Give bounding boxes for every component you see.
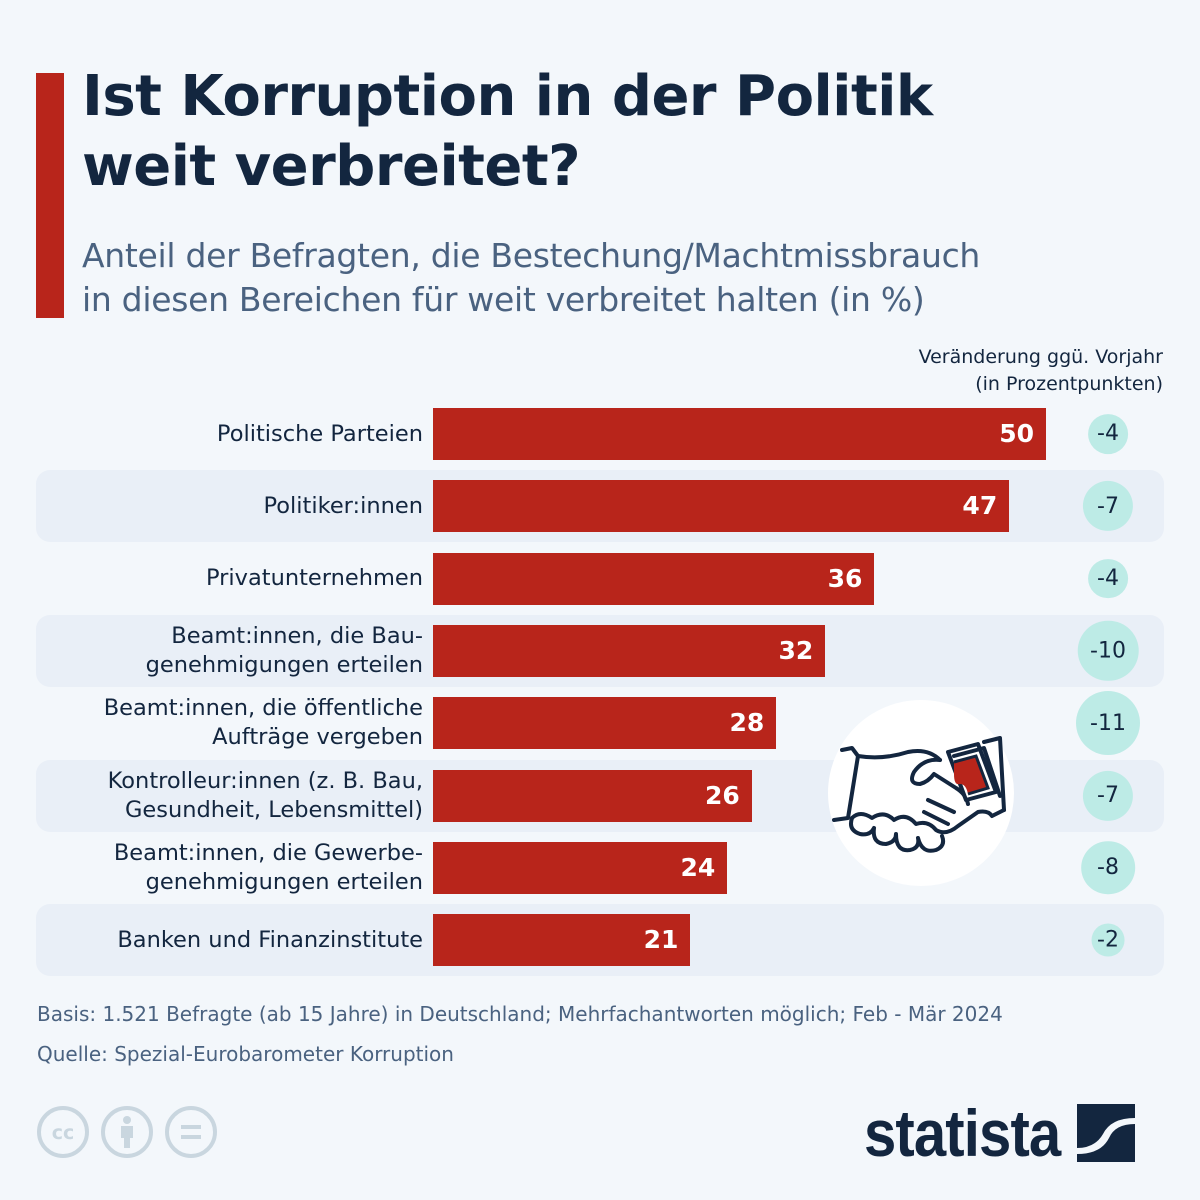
category-label-line: Beamt:innen, die öffentliche [103, 695, 423, 722]
category-label: Kontrolleur:innen (z. B. Bau, Gesundheit,… [36, 760, 423, 832]
change-bubble: -4 [1088, 414, 1128, 454]
subtitle-line-1: Anteil der Befragten, die Bestechung/Mac… [82, 236, 981, 275]
bar: 21 [433, 914, 691, 967]
bar-value-label: 21 [643, 925, 679, 955]
change-bubble: -7 [1082, 770, 1134, 821]
change-bubble: -11 [1076, 691, 1140, 756]
statista-logo-text: statista [864, 1096, 1061, 1170]
bar: 24 [433, 841, 728, 894]
footnote-source: Quelle: Spezial-Eurobarometer Korruption [37, 1042, 454, 1066]
title-line-2: weit verbreitet? [82, 134, 581, 199]
bar-value-label: 24 [680, 852, 716, 882]
category-label: Politische Parteien [36, 398, 423, 470]
category-label: Privatunternehmen [36, 543, 423, 615]
title-accent-bar [36, 73, 64, 318]
bar-value-label: 26 [704, 780, 740, 810]
change-bubble: -4 [1088, 558, 1128, 599]
bar: 50 [433, 408, 1046, 460]
bar: 26 [433, 769, 752, 822]
category-label-line: Beamt:innen, die Gewerbe- [113, 839, 423, 866]
category-label-line: Gesundheit, Lebensmittel) [124, 796, 423, 823]
category-label-line: genehmigungen erteilen [145, 868, 423, 895]
change-column-header: Veränderung ggü. Vorjahr (in Prozentpunk… [919, 344, 1163, 398]
category-label-line: Beamt:innen, die Bau- [171, 622, 423, 649]
bar-value-label: 50 [999, 419, 1034, 448]
attribution-icon[interactable] [100, 1105, 154, 1159]
bribery-handshake-illustration [828, 700, 1014, 886]
cc-icon[interactable]: cc [36, 1105, 90, 1159]
category-label-line: Privatunternehmen [205, 565, 423, 592]
change-bubble: -10 [1077, 620, 1139, 682]
page-title: Ist Korruption in der Politik weit verbr… [82, 62, 1162, 202]
bar-value-label: 28 [729, 708, 765, 738]
footnote-basis: Basis: 1.521 Befragte (ab 15 Jahre) in D… [37, 1002, 1003, 1026]
subtitle: Anteil der Befragten, die Bestechung/Mac… [82, 234, 1182, 322]
change-header-line-2: (in Prozentpunkten) [975, 373, 1163, 395]
statista-logo[interactable]: statista [864, 1096, 1136, 1170]
change-bubble: -8 [1081, 840, 1135, 895]
category-label-line: Politiker:innen [263, 492, 424, 519]
category-label: Banken und Finanzinstitute [36, 904, 423, 976]
category-label-line: genehmigungen erteilen [145, 651, 423, 678]
bar-value-label: 47 [962, 491, 998, 521]
bar: 28 [433, 697, 777, 750]
no-derivatives-icon[interactable] [164, 1105, 218, 1159]
category-label-line: Banken und Finanzinstitute [117, 926, 423, 953]
bar: 36 [433, 552, 875, 605]
bar: 32 [433, 624, 826, 677]
category-label: Politiker:innen [36, 470, 424, 542]
title-line-1: Ist Korruption in der Politik [82, 64, 933, 129]
bar-value-label: 36 [827, 563, 863, 593]
category-label-line: Kontrolleur:innen (z. B. Bau, [107, 767, 423, 794]
statista-logo-mark-icon [1077, 1104, 1136, 1162]
handshake-money-icon [832, 736, 1006, 853]
category-label-line: Aufträge vergeben [212, 724, 423, 751]
license-icons: cc [36, 1105, 218, 1159]
change-bubble: -2 [1091, 923, 1125, 957]
category-label: Beamt:innen, die Bau-genehmigungen ertei… [36, 615, 423, 687]
bar: 47 [433, 480, 1010, 533]
bar-value-label: 32 [778, 635, 814, 665]
subtitle-line-2: in diesen Bereichen für weit verbreitet … [82, 280, 925, 319]
category-label: Beamt:innen, die öffentliche Aufträge ver… [36, 687, 423, 759]
change-header-line-1: Veränderung ggü. Vorjahr [918, 346, 1163, 368]
change-bubble: -7 [1082, 481, 1134, 532]
category-label: Beamt:innen, die Gewerbe-genehmigungen e… [36, 832, 423, 904]
svg-text:cc: cc [52, 1122, 75, 1144]
category-label-line: Politische Parteien [216, 420, 423, 447]
